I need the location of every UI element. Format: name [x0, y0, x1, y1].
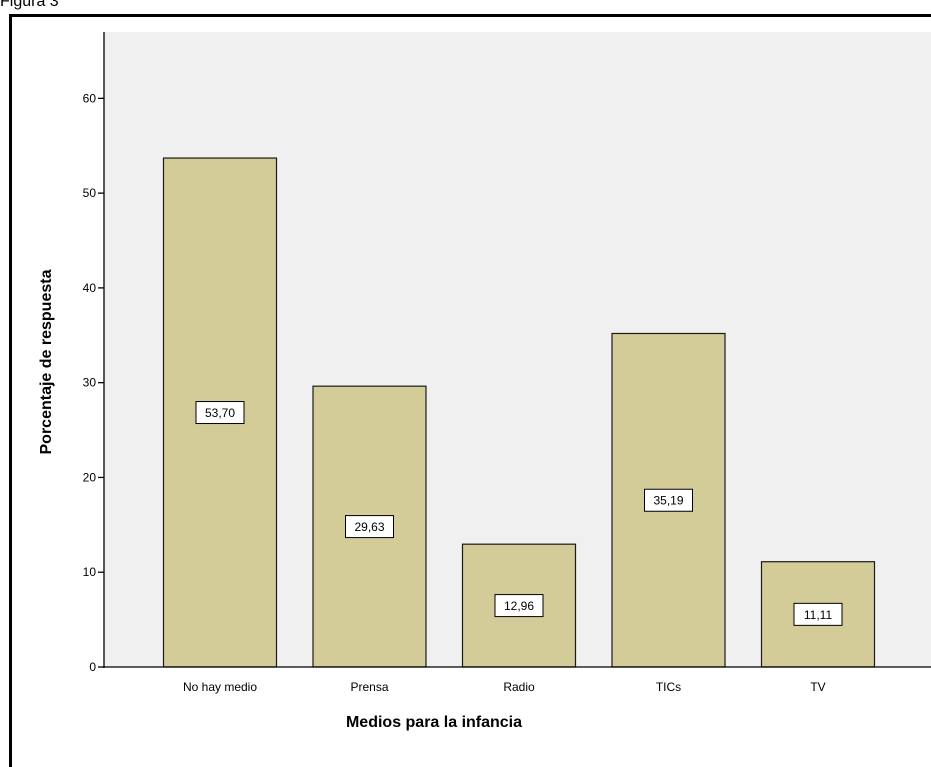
x-axis-title: Medios para la infancia: [346, 714, 522, 731]
data-label: 12,96: [504, 599, 534, 613]
x-tick-label: TV: [810, 680, 825, 694]
data-label: 35,19: [653, 494, 683, 508]
y-tick-label: 30: [83, 376, 97, 390]
data-label: 53,70: [205, 406, 235, 420]
data-label-box: [494, 594, 544, 618]
chart-frame: 0 10 20 30 40 50 60 No hay medio Prensa Radio TICs…: [9, 14, 931, 767]
x-tick-label: Prensa: [350, 680, 388, 694]
axes-group: [98, 32, 931, 668]
y-tick-label: 20: [83, 470, 97, 484]
data-label-box: [793, 602, 843, 626]
y-tick-label: 10: [83, 565, 97, 579]
y-tick-label: 40: [83, 281, 97, 295]
data-label-box: [345, 515, 394, 539]
data-label-box: [195, 401, 245, 425]
bar-chart: 0 10 20 30 40 50 60 No hay medio Prensa Radio TICs…: [38, 32, 931, 731]
labels-group: 0 10 20 30 40 50 60 No hay medio Prensa Radio TICs…: [83, 91, 843, 694]
figure-caption: Figura 3: [0, 0, 59, 10]
data-label: 29,63: [354, 520, 384, 534]
data-label-box: [644, 488, 693, 512]
x-tick-label: No hay medio: [183, 680, 257, 694]
x-tick-label: TICs: [656, 680, 681, 694]
y-tick-label: 50: [83, 186, 97, 200]
x-tick-label: Radio: [503, 680, 535, 694]
data-label: 11,11: [804, 608, 833, 622]
y-tick-label: 0: [89, 660, 96, 674]
y-axis-title: Porcentaje de respuesta: [38, 269, 55, 454]
y-tick-label: 60: [83, 91, 97, 105]
